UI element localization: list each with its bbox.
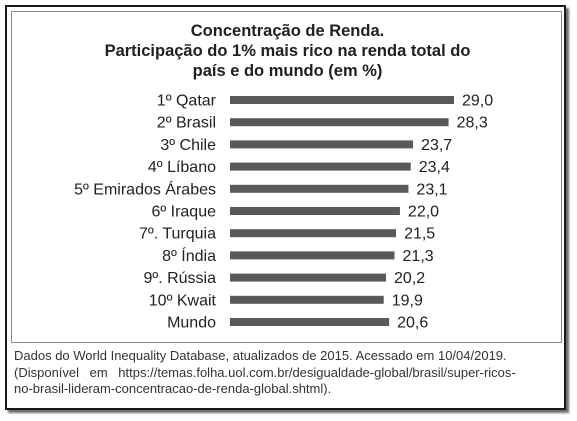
chart-panel: Concentração de Renda. Participação do 1… [11,11,562,343]
bar [230,273,387,282]
category-label: 1º Qatar [157,93,217,110]
category-label: Mundo [167,315,216,332]
category-label: 10º Kwait [149,292,217,309]
value-label: 29,0 [462,93,493,110]
value-label: 21,5 [404,226,435,243]
category-label: 6º Iraque [151,204,216,221]
value-label: 23,4 [419,159,450,176]
value-label: 28,3 [457,115,488,132]
value-label: 20,2 [394,270,425,287]
bar [230,162,411,171]
bar-chart: 1º Qatar 29,0 2º Brasil 28,3 3º Chile 23,7 4º … [74,93,493,332]
category-label: 7º. Turquia [139,226,216,243]
bar [230,251,395,260]
category-label: 4º Líbano [148,159,216,176]
bar [230,96,454,104]
bar [230,229,397,238]
category-label: 2º Brasil [157,115,216,132]
value-label: 21,3 [403,248,434,265]
category-label: 3º Chile [160,137,216,154]
bar [230,295,384,304]
bar [230,184,409,193]
value-label: 19,9 [392,292,423,309]
value-label: 20,6 [397,315,428,332]
category-label: 5º Emirados Árabes [74,179,216,198]
source-line-3: no-brasil-lideram-concentracao-de-renda-… [14,381,332,396]
bar [230,207,400,215]
chart-title-line-1: Concentração de Renda. [190,22,385,40]
value-label: 22,0 [408,204,439,221]
value-label: 23,7 [421,137,452,154]
bar [230,118,449,127]
chart-title-line-2: Participação do 1% mais rico na renda to… [104,42,471,60]
category-label: 8º Índia [162,246,216,265]
source-line-2: (Disponível em https://temas.folha.uol.c… [14,364,516,380]
category-label: 9º. Rússia [143,270,216,287]
source-caption: Dados do World Inequality Database, atua… [14,348,559,398]
chart-title: Concentração de Renda. Participação do 1… [12,21,563,81]
bar [230,318,390,326]
value-label: 23,1 [416,181,447,198]
source-line-1: Dados do World Inequality Database, atua… [14,348,507,363]
chart-title-line-3: país e do mundo (em %) [192,62,383,80]
bar [230,140,414,149]
